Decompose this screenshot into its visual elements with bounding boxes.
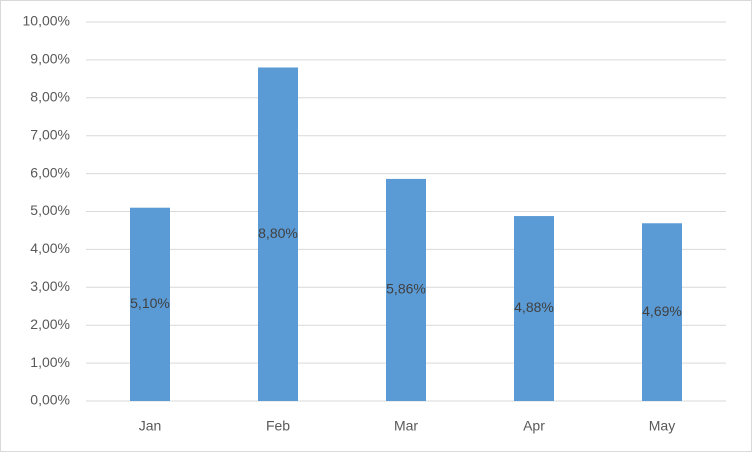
y-tick-label: 6,00% [30, 164, 70, 180]
y-tick-label: 9,00% [30, 51, 70, 67]
y-tick-label: 0,00% [30, 392, 70, 408]
bar [386, 178, 426, 401]
y-tick-label: 8,00% [30, 89, 70, 105]
y-tick-label: 7,00% [30, 126, 70, 142]
data-label: 5,10% [130, 295, 170, 311]
y-tick-label: 5,00% [30, 202, 70, 218]
y-tick-label: 2,00% [30, 316, 70, 332]
y-tick-label: 4,00% [30, 240, 70, 256]
x-tick-label: Feb [266, 418, 290, 434]
x-tick-label: Mar [394, 418, 418, 434]
bar [642, 223, 682, 401]
y-tick-label: 10,00% [23, 13, 70, 29]
bar [514, 216, 554, 401]
data-label: 5,86% [386, 281, 426, 297]
y-tick-label: 1,00% [30, 354, 70, 370]
data-label: 8,80% [258, 225, 298, 241]
data-label: 4,88% [514, 299, 554, 315]
data-label: 4,69% [642, 303, 682, 319]
y-tick-label: 3,00% [30, 278, 70, 294]
x-tick-label: Jan [139, 418, 162, 434]
bar [258, 67, 298, 401]
x-tick-label: Apr [523, 418, 545, 434]
bar [130, 207, 170, 401]
x-tick-label: May [649, 418, 675, 434]
